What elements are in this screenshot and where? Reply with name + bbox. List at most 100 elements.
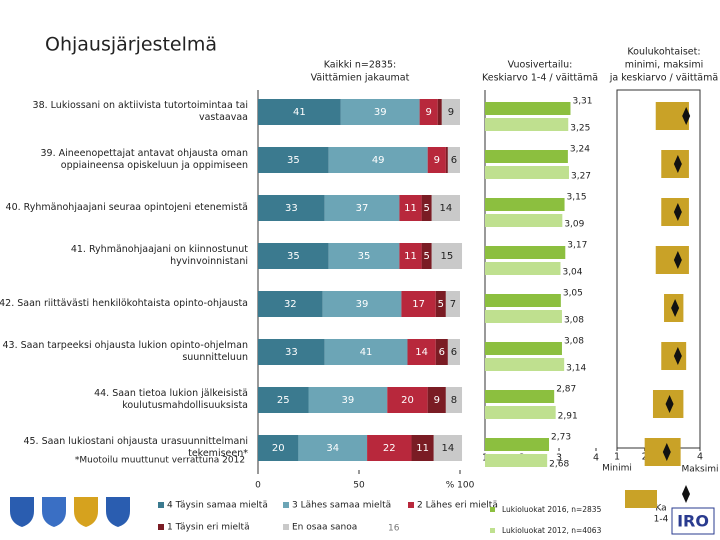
- bar: [485, 214, 563, 227]
- bar: [485, 262, 561, 275]
- value-label: 3,04: [562, 268, 582, 278]
- legend-marker: [490, 507, 495, 512]
- value-label: 5: [438, 299, 444, 310]
- bar: [485, 390, 555, 403]
- legend-label: En osaa sanoa: [292, 523, 357, 533]
- bar-segment: [401, 291, 436, 317]
- x-tick-label: 4: [593, 453, 599, 464]
- bar-segment: [411, 435, 434, 461]
- bar-segment: [258, 195, 325, 221]
- mean-marker: [662, 443, 671, 461]
- bar-segment: [324, 195, 400, 221]
- category-label: 40. Ryhmänohjaajani seuraa opintojeni et…: [5, 202, 248, 213]
- bar-segment: [421, 195, 432, 221]
- bar: [485, 118, 569, 131]
- bar-segment: [367, 435, 412, 461]
- bar-segment: [258, 147, 329, 173]
- bar-segment: [328, 147, 428, 173]
- bar-segment: [435, 291, 446, 317]
- value-label: 14: [415, 347, 428, 358]
- value-label: 5: [423, 251, 429, 262]
- bar-segment: [445, 387, 463, 413]
- value-label: 32: [284, 299, 297, 310]
- x-tick-label: 1: [614, 452, 620, 463]
- range-bar: [644, 438, 681, 466]
- bar-segment: [258, 435, 299, 461]
- bar-segment: [407, 339, 436, 365]
- bar-segment: [322, 291, 402, 317]
- value-label: 3,08: [564, 316, 584, 326]
- bar-segment: [427, 387, 446, 413]
- value-label: 5: [423, 203, 429, 214]
- mean-marker: [673, 155, 682, 173]
- legend-label: 1 Täysin eri mieltä: [167, 523, 250, 533]
- value-label: 39: [374, 107, 387, 118]
- axis-label: Maksimi: [682, 465, 719, 475]
- mean-marker: [673, 203, 682, 221]
- mean-marker: [665, 395, 674, 413]
- panel-title: minimi, maksimi: [625, 60, 704, 71]
- bar-segment: [433, 435, 463, 461]
- crests: [10, 497, 130, 527]
- value-label: 2,73: [551, 433, 571, 443]
- value-label: 3,05: [563, 289, 583, 299]
- value-label: 11: [404, 203, 417, 214]
- value-label: 22: [383, 443, 396, 454]
- value-label: 6: [439, 347, 445, 358]
- value-label: 34: [326, 443, 339, 454]
- value-label: 35: [358, 251, 371, 262]
- category-label: 45. Saan lukiostani ohjausta urasuunnitt…: [23, 436, 248, 459]
- panel-title: ja keskiarvo / väittämä: [609, 73, 718, 84]
- bar-segment: [447, 339, 460, 365]
- x-tick-label: 3: [556, 453, 562, 464]
- bar-segment: [441, 99, 460, 125]
- bar-segment: [421, 243, 432, 269]
- value-label: 20: [272, 443, 285, 454]
- panel-title: Koulukohtaiset:: [627, 47, 700, 58]
- value-label: 3,24: [570, 145, 590, 155]
- value-label: 2,87: [556, 385, 576, 395]
- value-label: 41: [293, 107, 306, 118]
- value-label: 3,27: [571, 172, 591, 182]
- bar: [485, 454, 548, 467]
- bar-segment: [298, 435, 368, 461]
- bar: [485, 246, 566, 259]
- value-label: 35: [287, 155, 300, 166]
- legend-label: 2 Lähes eri mieltä: [417, 501, 498, 511]
- value-label: 39: [356, 299, 369, 310]
- value-label: 33: [285, 347, 298, 358]
- bar: [485, 358, 565, 371]
- value-label: 14: [442, 443, 455, 454]
- value-label: 9: [434, 155, 440, 166]
- value-label: 9: [448, 107, 454, 118]
- bar: [485, 342, 562, 355]
- bar-segment: [258, 291, 323, 317]
- bar-segment: [419, 99, 438, 125]
- bar-segment: [387, 387, 428, 413]
- value-label: 3,14: [566, 364, 586, 374]
- bar: [485, 166, 569, 179]
- category-label: 38. Lukiossani on aktiivista tutortoimin…: [32, 100, 248, 123]
- value-label: 3,31: [572, 97, 592, 107]
- value-label: 17: [412, 299, 425, 310]
- bar-segment: [308, 387, 388, 413]
- bar: [485, 102, 571, 115]
- panel-title: Kaikki n=2835:: [324, 60, 397, 71]
- panel-title: Vuosivertailu:: [508, 60, 573, 71]
- mean-marker: [673, 347, 682, 365]
- bar-segment: [427, 147, 446, 173]
- legend-marker: [490, 528, 495, 533]
- value-label: 2,68: [549, 460, 569, 470]
- category-label: 42. Saan riittävästi henkilökohtaista op…: [0, 298, 248, 309]
- bar-segment: [431, 195, 460, 221]
- bar-segment: [437, 99, 442, 125]
- legend-marker: [408, 502, 414, 508]
- x-tick-label: 50: [353, 481, 365, 491]
- panel-title: Keskiarvo 1-4 / väittämä: [482, 73, 598, 84]
- bar: [485, 438, 550, 451]
- value-label: 3,25: [570, 124, 590, 134]
- value-label: 39: [342, 395, 355, 406]
- value-label: 35: [287, 251, 300, 262]
